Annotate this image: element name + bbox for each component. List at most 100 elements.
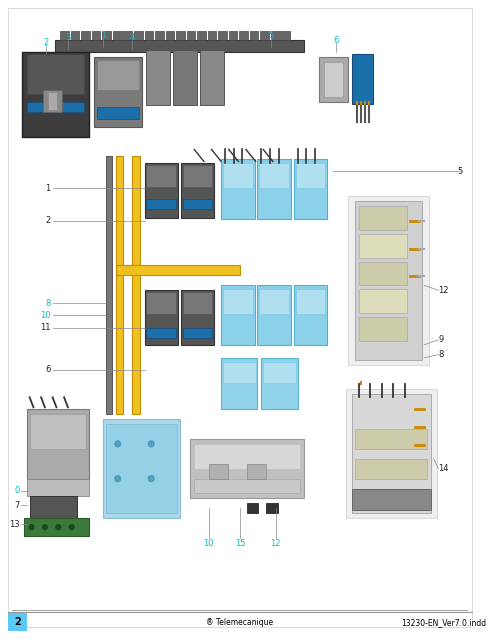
Text: ® Telemecanique: ® Telemecanique: [206, 618, 273, 627]
Bar: [296, 289, 326, 314]
Bar: [221, 358, 257, 409]
Text: 3: 3: [65, 33, 71, 42]
Text: 12: 12: [270, 538, 281, 548]
Bar: [155, 31, 164, 40]
Text: 11: 11: [40, 323, 50, 332]
Bar: [7, 613, 27, 631]
Bar: [359, 262, 407, 285]
Bar: [190, 439, 304, 499]
Bar: [60, 31, 69, 40]
Bar: [229, 31, 238, 40]
Text: 6: 6: [45, 365, 50, 374]
Bar: [48, 92, 57, 110]
Bar: [296, 163, 326, 188]
Bar: [106, 156, 112, 414]
Bar: [359, 234, 407, 257]
Bar: [260, 31, 269, 40]
Bar: [30, 414, 86, 449]
Text: 13230-EN_Ver7.0.indd: 13230-EN_Ver7.0.indd: [401, 618, 486, 627]
Bar: [197, 31, 206, 40]
Bar: [27, 479, 89, 497]
Bar: [239, 31, 248, 40]
Bar: [116, 266, 240, 275]
Bar: [94, 58, 142, 127]
Bar: [282, 31, 290, 40]
Bar: [145, 291, 178, 345]
Bar: [355, 201, 422, 360]
Bar: [145, 163, 178, 218]
Bar: [352, 394, 431, 513]
Text: 5: 5: [268, 31, 274, 40]
Bar: [30, 497, 78, 518]
Bar: [97, 60, 139, 90]
Bar: [147, 292, 176, 314]
Bar: [147, 199, 176, 209]
Bar: [24, 518, 89, 536]
Bar: [346, 389, 437, 518]
Bar: [176, 31, 185, 40]
Bar: [55, 40, 304, 52]
Text: 4: 4: [129, 33, 135, 42]
Bar: [250, 31, 258, 40]
Bar: [181, 163, 214, 218]
Bar: [132, 156, 140, 414]
Bar: [352, 54, 373, 104]
Bar: [355, 429, 427, 449]
Bar: [145, 31, 153, 40]
Bar: [223, 163, 253, 188]
Bar: [183, 328, 212, 338]
Bar: [27, 102, 84, 112]
Text: 14: 14: [439, 464, 449, 473]
Bar: [27, 54, 84, 94]
Text: 1: 1: [46, 184, 50, 193]
Bar: [223, 289, 253, 314]
Bar: [355, 459, 427, 479]
Circle shape: [29, 525, 34, 530]
Bar: [218, 31, 227, 40]
Bar: [259, 163, 289, 188]
Text: 8: 8: [439, 350, 444, 359]
Bar: [257, 159, 291, 219]
Bar: [359, 317, 407, 341]
Circle shape: [69, 525, 74, 530]
Bar: [266, 504, 278, 513]
Bar: [221, 285, 254, 345]
Bar: [183, 165, 212, 187]
Bar: [195, 479, 299, 493]
Text: 2: 2: [43, 38, 49, 47]
Circle shape: [43, 525, 48, 530]
Bar: [81, 31, 90, 40]
Bar: [259, 289, 289, 314]
Bar: [247, 464, 266, 479]
Text: 10: 10: [40, 310, 50, 319]
Bar: [319, 58, 347, 102]
Bar: [187, 31, 195, 40]
Bar: [116, 156, 123, 414]
Bar: [147, 165, 176, 187]
Bar: [359, 289, 407, 313]
Bar: [102, 31, 111, 40]
Text: 6: 6: [333, 36, 339, 45]
Bar: [123, 31, 132, 40]
Bar: [200, 51, 224, 105]
Bar: [103, 419, 180, 518]
Bar: [359, 206, 407, 230]
Bar: [209, 464, 228, 479]
Bar: [113, 31, 121, 40]
Bar: [294, 285, 327, 345]
Bar: [183, 199, 212, 209]
Bar: [181, 291, 214, 345]
Circle shape: [148, 441, 154, 447]
Bar: [27, 409, 89, 479]
Text: 1: 1: [100, 31, 106, 40]
Bar: [347, 196, 429, 365]
Bar: [195, 444, 299, 468]
Bar: [71, 31, 79, 40]
Bar: [134, 31, 143, 40]
Bar: [22, 52, 89, 136]
Text: 5: 5: [457, 167, 462, 176]
Text: 15: 15: [235, 538, 246, 548]
Bar: [352, 488, 431, 510]
Bar: [173, 51, 197, 105]
Bar: [223, 362, 255, 383]
